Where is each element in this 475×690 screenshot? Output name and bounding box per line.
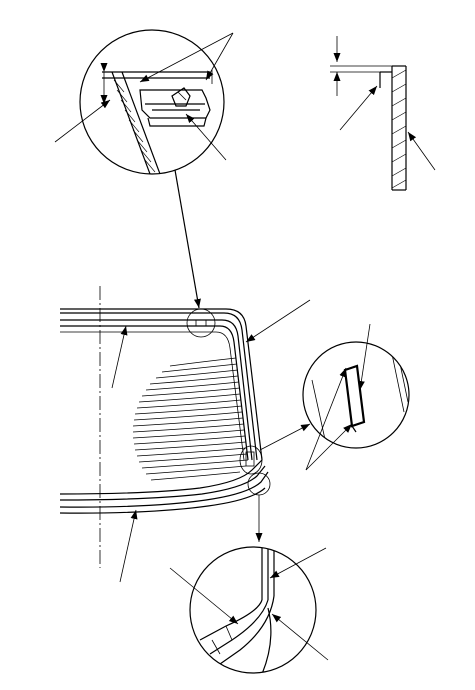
defroster-grid [132, 357, 249, 481]
detail-circle-clip-top [79, 29, 225, 175]
detail-circle-corner-bottom [169, 546, 329, 674]
detail-circle-clip-right [302, 323, 410, 471]
arrow-to-top-detail [174, 169, 201, 309]
arrow-to-right-detail [259, 423, 311, 451]
leaders-top-circle [54, 32, 234, 161]
rear-window-main-view [59, 169, 311, 583]
locator-circle-top [186, 308, 216, 338]
spacer-profile-top-right [330, 36, 436, 191]
locator-circle-right [239, 445, 263, 475]
